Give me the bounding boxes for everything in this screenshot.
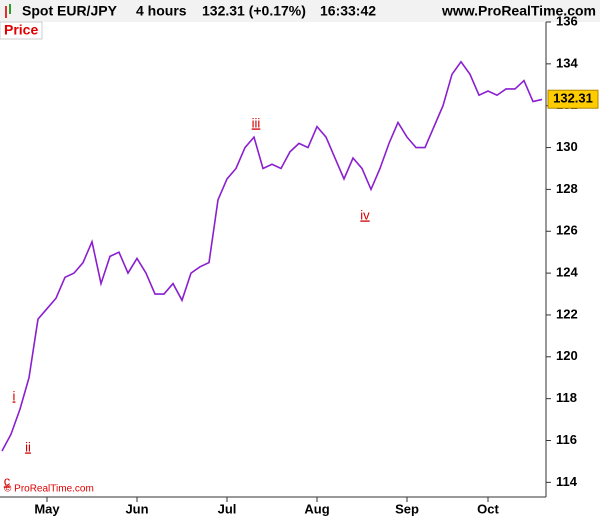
- panel-label: Price: [4, 22, 38, 38]
- x-tick-label: Jun: [125, 501, 148, 516]
- copyright: © ProRealTime.com: [4, 484, 94, 495]
- header-bar: [0, 0, 600, 22]
- last-price-label: 132.31: [553, 91, 593, 106]
- x-tick-label: Jul: [218, 501, 237, 516]
- y-tick-label: 126: [556, 223, 578, 238]
- last-price-badge: [547, 89, 599, 109]
- wave-label: iv: [360, 207, 370, 222]
- x-tick-label: Oct: [477, 501, 499, 516]
- panel-label-box: [0, 21, 43, 40]
- y-tick-label: 124: [556, 265, 578, 280]
- y-tick-label: 116: [556, 432, 577, 447]
- symbol: Spot EUR/JPY: [22, 3, 118, 19]
- y-tick-label: 136: [556, 13, 578, 28]
- y-tick-label: 114: [556, 474, 578, 489]
- y-tick-label: 128: [556, 181, 578, 196]
- timeframe: 4 hours: [136, 3, 187, 19]
- y-tick-label: 122: [556, 306, 578, 321]
- logo-candle: [9, 4, 11, 14]
- y-tick-label: 118: [556, 390, 577, 405]
- y-tick-label: 130: [556, 139, 578, 154]
- x-tick-label: Sep: [395, 501, 419, 516]
- time: 16:33:42: [320, 3, 376, 19]
- wave-label: c: [4, 473, 11, 488]
- x-tick-label: May: [34, 501, 60, 516]
- price-line: [1, 60, 543, 452]
- logo-candle: [5, 6, 7, 18]
- wave-label: ii: [25, 439, 31, 454]
- y-tick-label: 120: [556, 348, 578, 363]
- wave-label: iii: [252, 115, 261, 130]
- site: www.ProRealTime.com: [441, 3, 596, 19]
- wave-label: i: [13, 388, 16, 403]
- quote: 132.31 (+0.17%): [202, 3, 306, 19]
- y-tick-label: 134: [556, 55, 578, 70]
- x-tick-label: Aug: [304, 501, 329, 516]
